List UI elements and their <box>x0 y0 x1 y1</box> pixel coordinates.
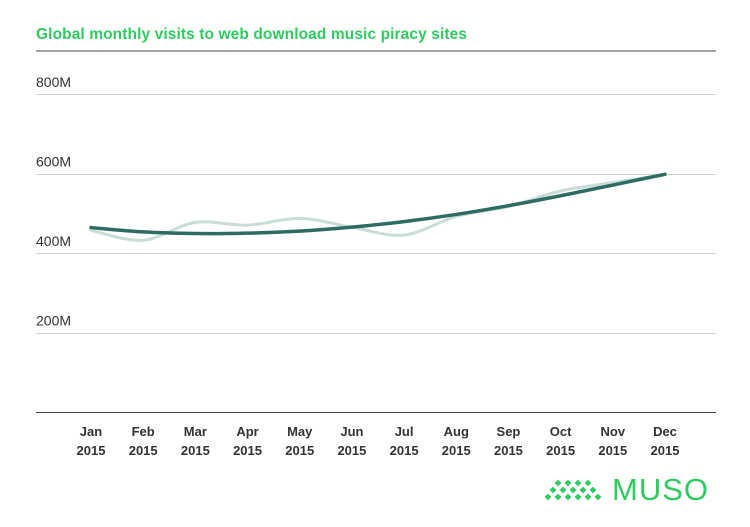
y-tick-label: 800M <box>36 74 71 90</box>
x-tick-label: Jun 2015 <box>337 424 366 458</box>
x-tick-label: Aug 2015 <box>442 424 471 458</box>
x-axis-ticks: Jan 2015 Feb 2015 Mar 2015 Apr 2015 May 2015 Jun 20… <box>77 424 680 458</box>
trend-series-line <box>89 172 667 236</box>
y-tick-label: 400M <box>36 233 71 249</box>
x-tick-label: Dec 2015 <box>651 424 680 458</box>
brand-name: MUSO <box>612 472 709 507</box>
series <box>89 172 667 242</box>
monthly-series-line <box>89 172 667 242</box>
x-tick-label: Apr 2015 <box>233 424 262 458</box>
x-tick-label: Sep 2015 <box>494 424 523 458</box>
muso-logo: MUSO <box>540 470 709 510</box>
x-tick-label: Nov 2015 <box>598 424 627 458</box>
y-tick-label: 600M <box>36 154 71 170</box>
grid <box>36 50 716 413</box>
x-tick-label: Jan 2015 <box>77 424 106 458</box>
y-axis-ticks: 200M 400M 600M 800M <box>36 74 71 329</box>
x-tick-label: Mar 2015 <box>181 424 210 458</box>
x-tick-label: May 2015 <box>285 424 314 458</box>
y-tick-label: 200M <box>36 313 71 329</box>
muso-logo-icon <box>544 479 602 501</box>
chart-title: Global monthly visits to web download mu… <box>36 26 468 43</box>
x-tick-label: Feb 2015 <box>129 424 158 458</box>
x-tick-label: Jul 2015 <box>390 424 419 458</box>
x-tick-label: Oct 2015 <box>546 424 575 458</box>
